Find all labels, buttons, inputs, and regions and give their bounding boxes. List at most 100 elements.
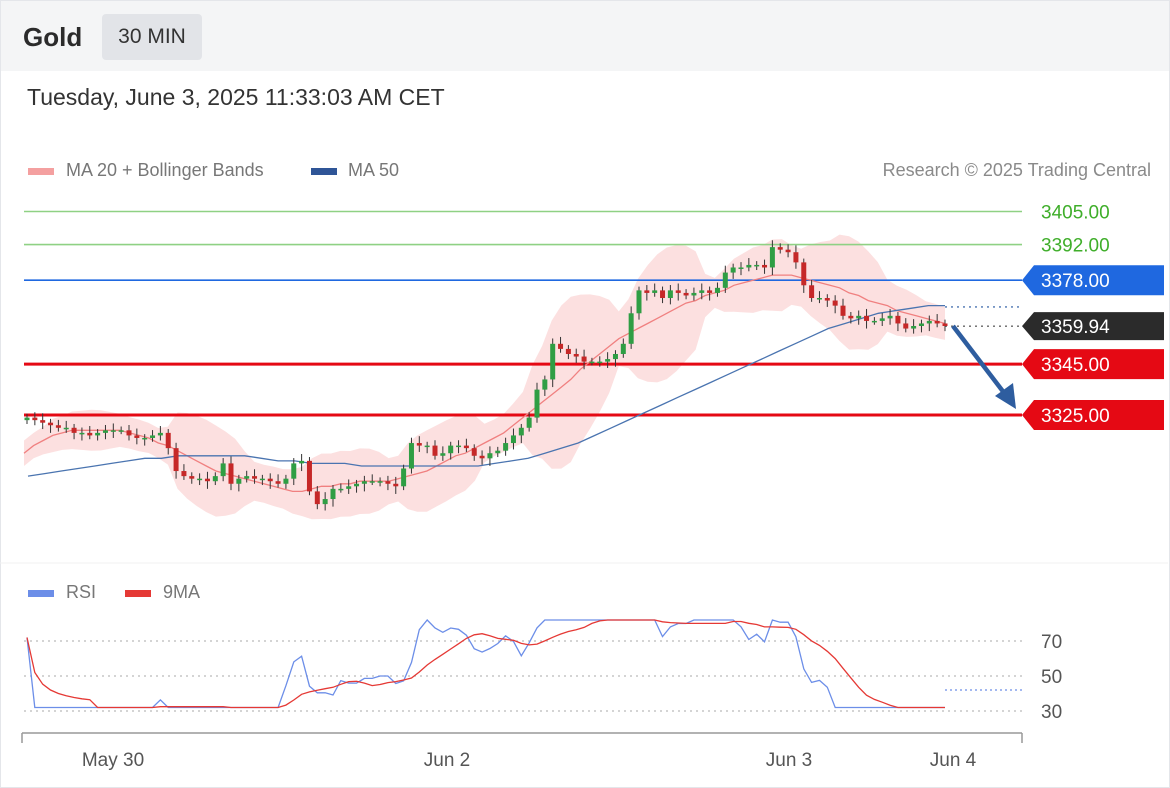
header-bar: Gold 30 MIN	[1, 1, 1169, 71]
candle-body	[550, 343, 556, 380]
rsi-legend-label: RSI	[66, 582, 97, 602]
candle-body	[887, 315, 893, 319]
candle-body	[330, 488, 336, 500]
candle-body	[95, 432, 101, 436]
forecast-arrow-head	[995, 383, 1016, 409]
candle-body	[667, 290, 673, 299]
candle-body	[440, 453, 446, 456]
candle-body	[871, 320, 877, 323]
candle-body	[503, 443, 509, 451]
candle-body	[738, 267, 744, 269]
x-tick-label-May-30: May 30	[82, 750, 144, 771]
candle-body	[612, 353, 618, 360]
candle-body	[620, 343, 626, 354]
candle-body	[220, 463, 226, 477]
candle-body	[322, 499, 328, 505]
candle-body	[346, 486, 352, 489]
ma50-legend-label: MA 50	[348, 160, 400, 180]
candle-body	[393, 483, 399, 487]
last-price-tag	[1022, 312, 1164, 341]
candle-body	[236, 478, 242, 484]
ma20-legend-label: MA 20 + Bollinger Bands	[66, 160, 264, 180]
timeframe-button[interactable]: 30 MIN	[102, 14, 202, 60]
candle-body	[126, 430, 132, 436]
candle-body	[181, 471, 187, 477]
candle-body	[299, 460, 305, 464]
candle-body	[895, 315, 901, 324]
candle-body	[934, 320, 940, 324]
candles	[24, 240, 948, 511]
candle-body	[361, 481, 367, 484]
candle-body	[565, 348, 571, 354]
credit-text: Research © 2025 Trading Central	[882, 160, 1151, 180]
candle-body	[746, 264, 752, 268]
candle-body	[212, 476, 218, 482]
candle-body	[55, 425, 61, 428]
candle-body	[165, 432, 171, 449]
candle-body	[487, 453, 493, 459]
candle-body	[691, 292, 697, 296]
candle-body	[385, 481, 391, 484]
candle-body	[338, 488, 344, 491]
candle-body	[918, 323, 924, 327]
candle-body	[369, 481, 375, 483]
candle-body	[911, 326, 917, 329]
candle-body	[864, 315, 870, 321]
candle-body	[150, 435, 156, 438]
candle-body	[48, 422, 54, 426]
rsi-line	[26, 619, 945, 709]
candle-body	[354, 483, 360, 487]
candle-body	[267, 478, 273, 482]
candle-body	[87, 432, 93, 436]
candle-body	[432, 445, 438, 456]
candle-body	[832, 300, 838, 306]
candle-body	[573, 353, 579, 357]
candle-body	[714, 287, 720, 293]
rsi-level-label-50: 50	[1041, 667, 1062, 688]
candle-body	[769, 247, 775, 268]
candle-body	[228, 463, 234, 484]
candle-body	[495, 450, 501, 454]
candle-body	[408, 443, 414, 469]
candle-body	[479, 455, 485, 459]
candle-body	[675, 290, 681, 293]
support-tag-3345.00	[1022, 349, 1164, 380]
candle-body	[189, 476, 195, 479]
instrument-title: Gold	[23, 22, 83, 52]
candle-body	[314, 491, 320, 505]
candle-body	[754, 264, 760, 267]
candle-body	[581, 356, 587, 362]
candle-body	[244, 476, 250, 479]
candle-body	[824, 298, 830, 301]
rsi-level-label-70: 70	[1041, 632, 1062, 653]
x-tick-label-Jun-4: Jun 4	[930, 750, 977, 771]
candle-body	[660, 290, 666, 299]
candle-body	[275, 481, 281, 484]
candle-body	[102, 430, 108, 433]
candle-body	[809, 285, 815, 299]
rsi-ma-line	[26, 619, 945, 709]
candle-body	[157, 432, 163, 436]
candle-body	[471, 448, 477, 456]
x-tick-label-Jun-3: Jun 3	[766, 750, 812, 771]
candle-body	[699, 290, 705, 293]
candle-body	[79, 432, 85, 435]
candle-body	[24, 417, 30, 421]
x-tick-label-Jun-2: Jun 2	[424, 750, 470, 771]
candle-body	[456, 445, 462, 448]
candle-body	[63, 427, 69, 430]
candle-body	[306, 460, 312, 492]
candle-body	[40, 420, 46, 423]
ma50-line	[27, 304, 945, 477]
last-price-label: 3359.94	[1041, 317, 1110, 338]
candle-body	[283, 478, 289, 484]
candle-body	[259, 478, 265, 481]
candle-body	[110, 430, 116, 432]
candle-body	[558, 343, 564, 349]
rsi-ma-legend-swatch	[125, 590, 151, 597]
candle-body	[816, 298, 822, 300]
candle-body	[142, 437, 148, 440]
forecast-arrow-shaft	[951, 324, 1010, 400]
candle-body	[856, 315, 862, 319]
